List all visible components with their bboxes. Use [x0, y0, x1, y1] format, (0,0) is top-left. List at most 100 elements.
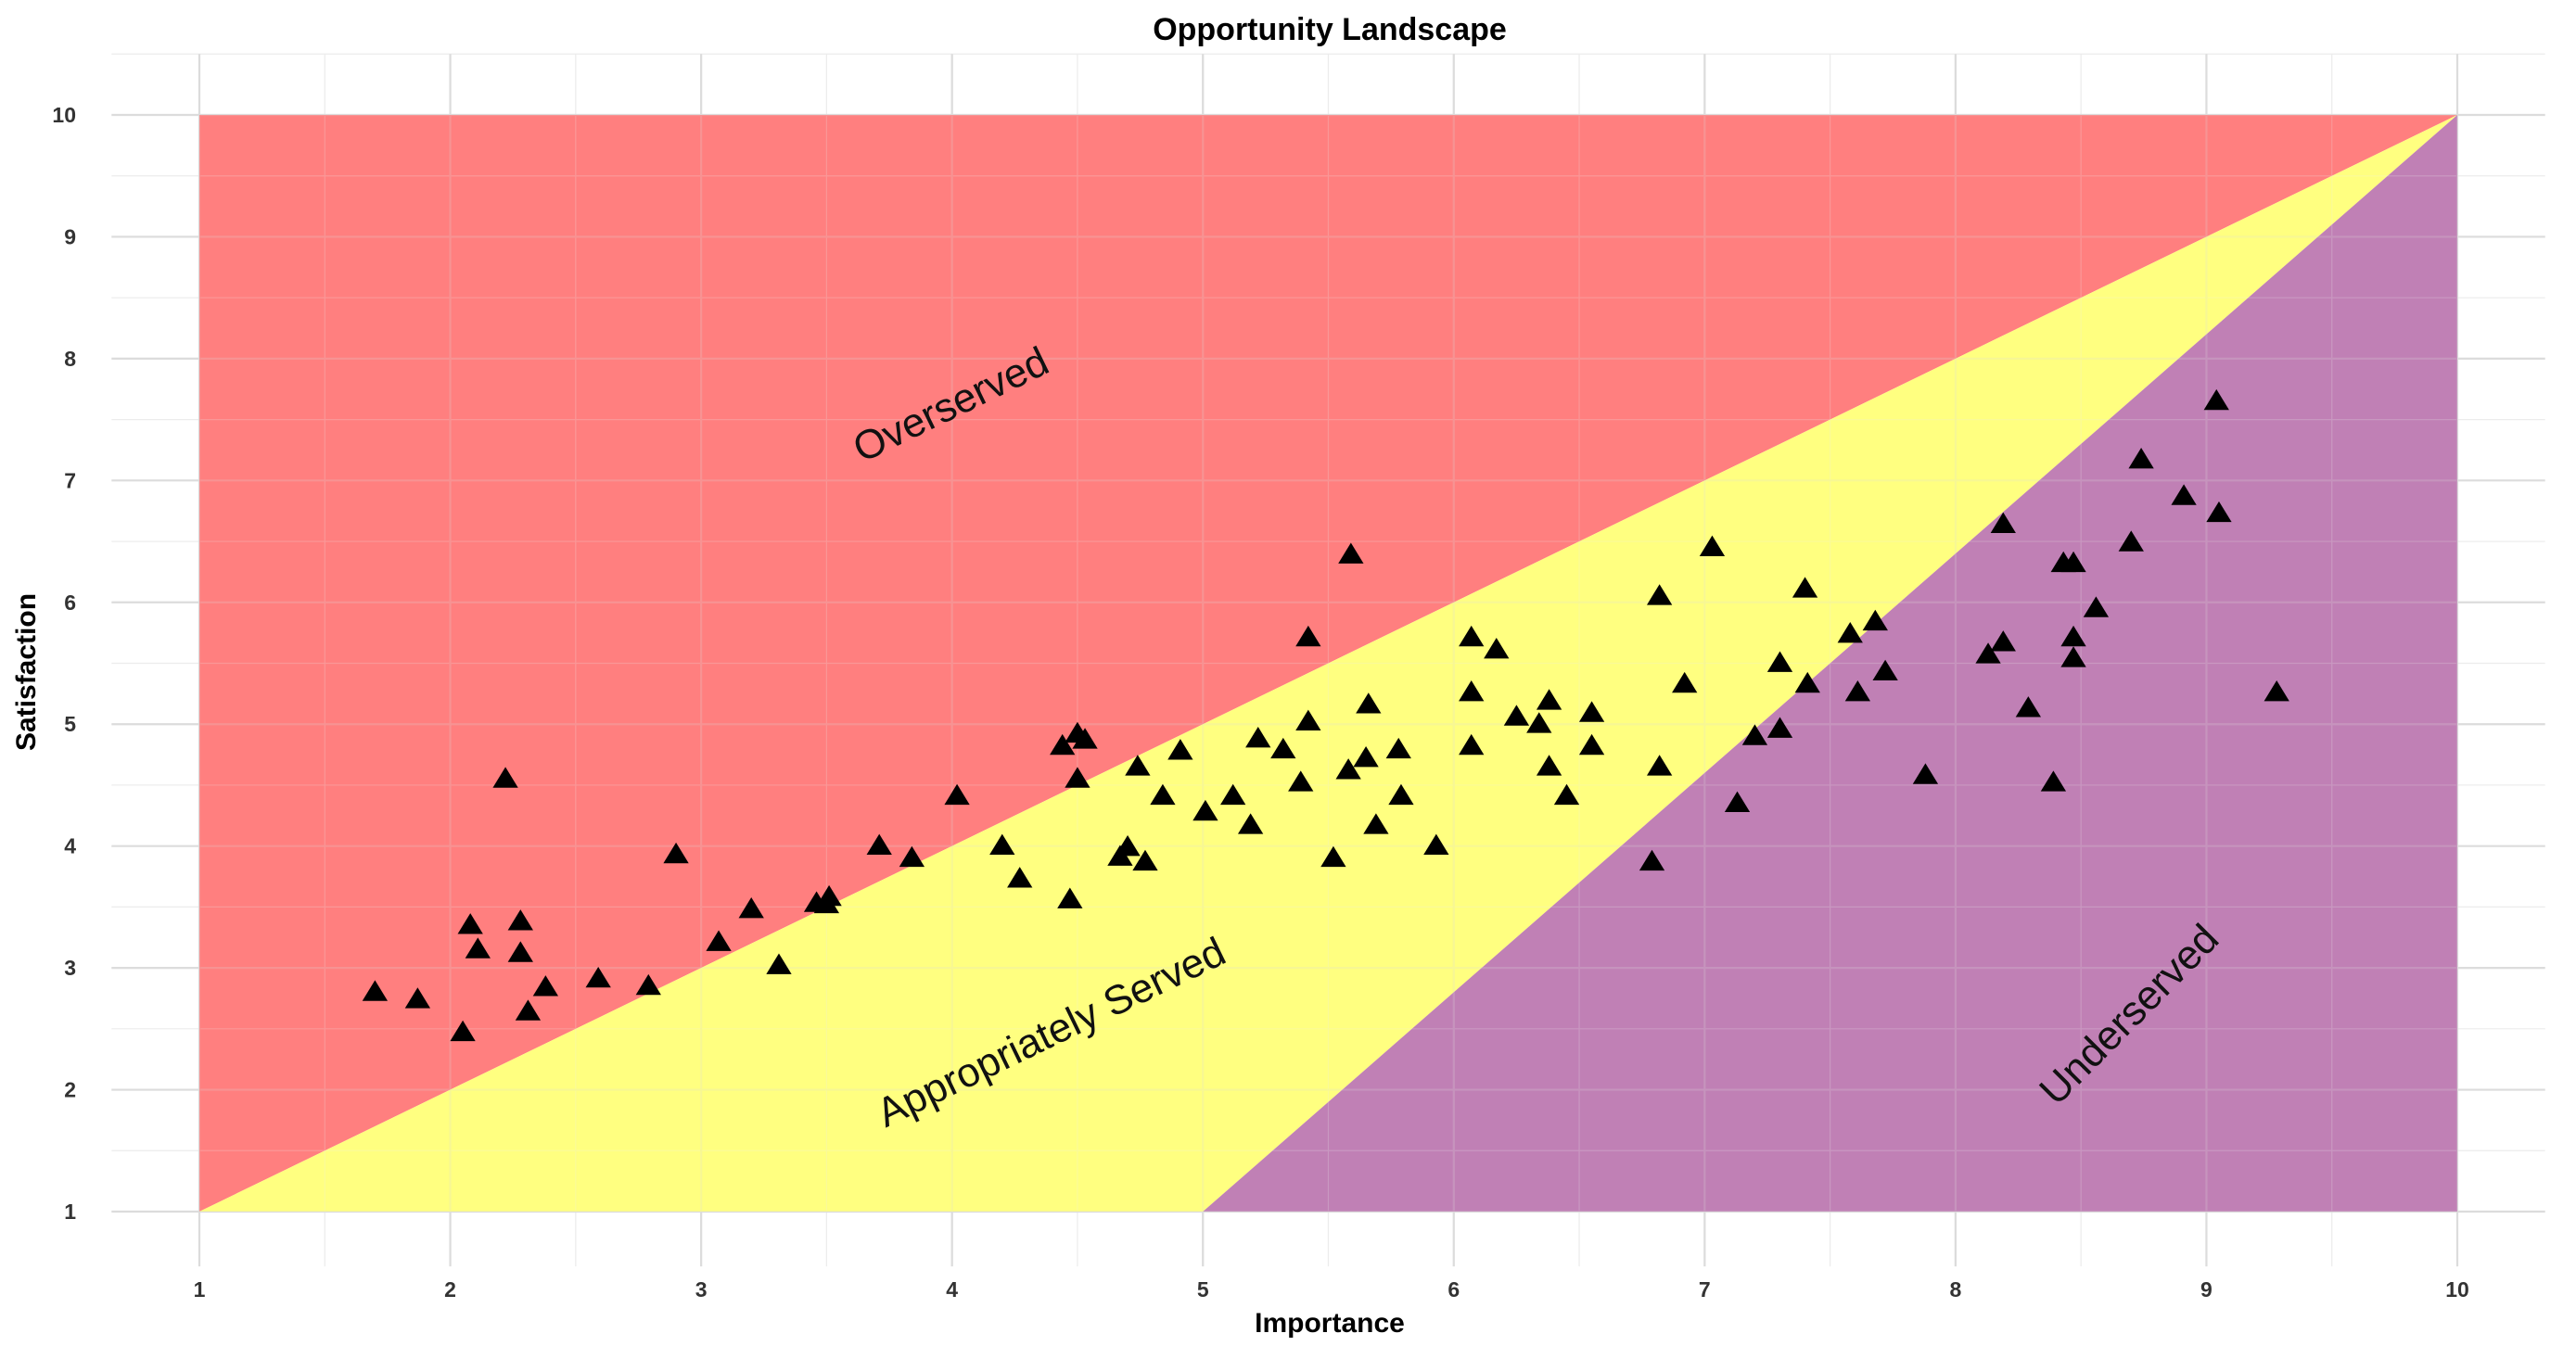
- y-tick-label: 3: [64, 956, 76, 980]
- data-point: [1766, 651, 1793, 672]
- data-point: [1536, 689, 1562, 710]
- data-point: [2040, 770, 2067, 792]
- data-point: [1125, 755, 1151, 776]
- data-point: [1356, 692, 1382, 714]
- data-point: [1167, 739, 1193, 760]
- x-tick-label: 7: [1699, 1277, 1711, 1302]
- data-point: [1990, 512, 2016, 534]
- data-point: [1150, 783, 1176, 806]
- data-point: [1639, 849, 1665, 871]
- region-appropriately-served: [199, 115, 2457, 1212]
- tick-labels-layer: 1 2 3 4 5 6 7 8 9 10 1 2 3 4 5 6 7 8 9 10: [52, 103, 2468, 1302]
- data-point: [663, 842, 689, 864]
- x-tick-label: 6: [1447, 1277, 1460, 1302]
- data-point: [1065, 767, 1090, 788]
- data-point: [635, 973, 661, 996]
- y-tick-label: 7: [64, 468, 76, 492]
- data-point: [2264, 680, 2289, 702]
- data-point: [1288, 770, 1314, 792]
- x-axis-title: Importance: [1255, 1308, 1405, 1339]
- points-layer: [362, 388, 2289, 1042]
- data-point: [1423, 833, 1449, 856]
- y-tick-label: 2: [64, 1078, 76, 1102]
- data-point: [2060, 646, 2086, 667]
- data-point: [450, 1020, 476, 1042]
- data-point: [404, 987, 431, 1009]
- x-tick-label: 4: [946, 1277, 958, 1302]
- data-point: [1459, 625, 1485, 647]
- data-point: [1245, 726, 1271, 748]
- data-point: [2060, 625, 2086, 647]
- data-point: [1459, 680, 1485, 702]
- data-point: [1792, 577, 1818, 598]
- y-axis-title: Satisfaction: [11, 593, 42, 751]
- y-tick-label: 10: [52, 103, 76, 127]
- data-point: [1237, 813, 1264, 834]
- x-tick-label: 10: [2445, 1277, 2469, 1302]
- data-point: [1320, 845, 1346, 868]
- grid-overlay-layer: [111, 53, 2545, 1267]
- data-point: [2060, 551, 2086, 573]
- data-point: [1484, 638, 1510, 659]
- data-point: [1912, 763, 1939, 784]
- x-tick-label: 3: [695, 1277, 708, 1302]
- data-point: [532, 975, 559, 997]
- data-point: [989, 833, 1015, 856]
- data-point: [2206, 501, 2232, 523]
- data-point: [1132, 849, 1158, 871]
- data-point: [1872, 659, 1898, 681]
- region-underserved: [1203, 115, 2457, 1212]
- data-point: [1794, 671, 1820, 693]
- data-point: [1295, 709, 1321, 730]
- data-point: [1007, 867, 1033, 888]
- data-point: [2128, 447, 2154, 469]
- data-point: [766, 953, 792, 974]
- x-tick-label: 1: [194, 1277, 206, 1302]
- data-point: [1766, 717, 1793, 738]
- data-point: [816, 884, 842, 907]
- data-point: [2203, 388, 2229, 411]
- y-tick-label: 9: [64, 224, 76, 248]
- data-point: [507, 941, 533, 962]
- data-point: [1503, 705, 1530, 726]
- data-point: [866, 833, 892, 856]
- y-tick-label: 6: [64, 590, 76, 615]
- data-point: [1388, 783, 1414, 806]
- data-point: [1536, 755, 1562, 776]
- data-point: [1385, 737, 1411, 759]
- data-point: [1220, 783, 1246, 806]
- data-point: [2171, 484, 2197, 505]
- data-point: [1459, 733, 1485, 756]
- data-point: [1057, 887, 1083, 908]
- data-point: [492, 767, 518, 788]
- data-point: [1844, 680, 1871, 702]
- data-point: [507, 909, 533, 931]
- data-point: [738, 897, 764, 919]
- data-point: [1353, 746, 1379, 768]
- data-point: [1115, 834, 1141, 857]
- data-point: [1526, 712, 1552, 733]
- data-point: [1862, 609, 1888, 631]
- x-tick-label: 5: [1197, 1277, 1209, 1302]
- data-point: [1072, 728, 1098, 749]
- data-point: [1741, 724, 1768, 745]
- data-point: [1270, 737, 1296, 759]
- chart-title: Opportunity Landscape: [1153, 12, 1507, 47]
- data-point: [1338, 542, 1364, 564]
- data-point: [1050, 733, 1076, 756]
- data-point: [1646, 755, 1673, 776]
- data-point: [1192, 799, 1218, 821]
- y-tick-label: 5: [64, 712, 76, 736]
- regions-layer: [199, 115, 2457, 1212]
- data-point: [706, 930, 732, 951]
- data-point: [1990, 630, 2016, 652]
- data-point: [2015, 696, 2041, 717]
- data-point: [1837, 621, 1863, 643]
- data-point: [1672, 671, 1698, 693]
- data-point: [362, 980, 389, 1001]
- y-tick-label: 4: [64, 834, 76, 858]
- data-point: [1646, 584, 1673, 605]
- data-point: [1975, 642, 2001, 664]
